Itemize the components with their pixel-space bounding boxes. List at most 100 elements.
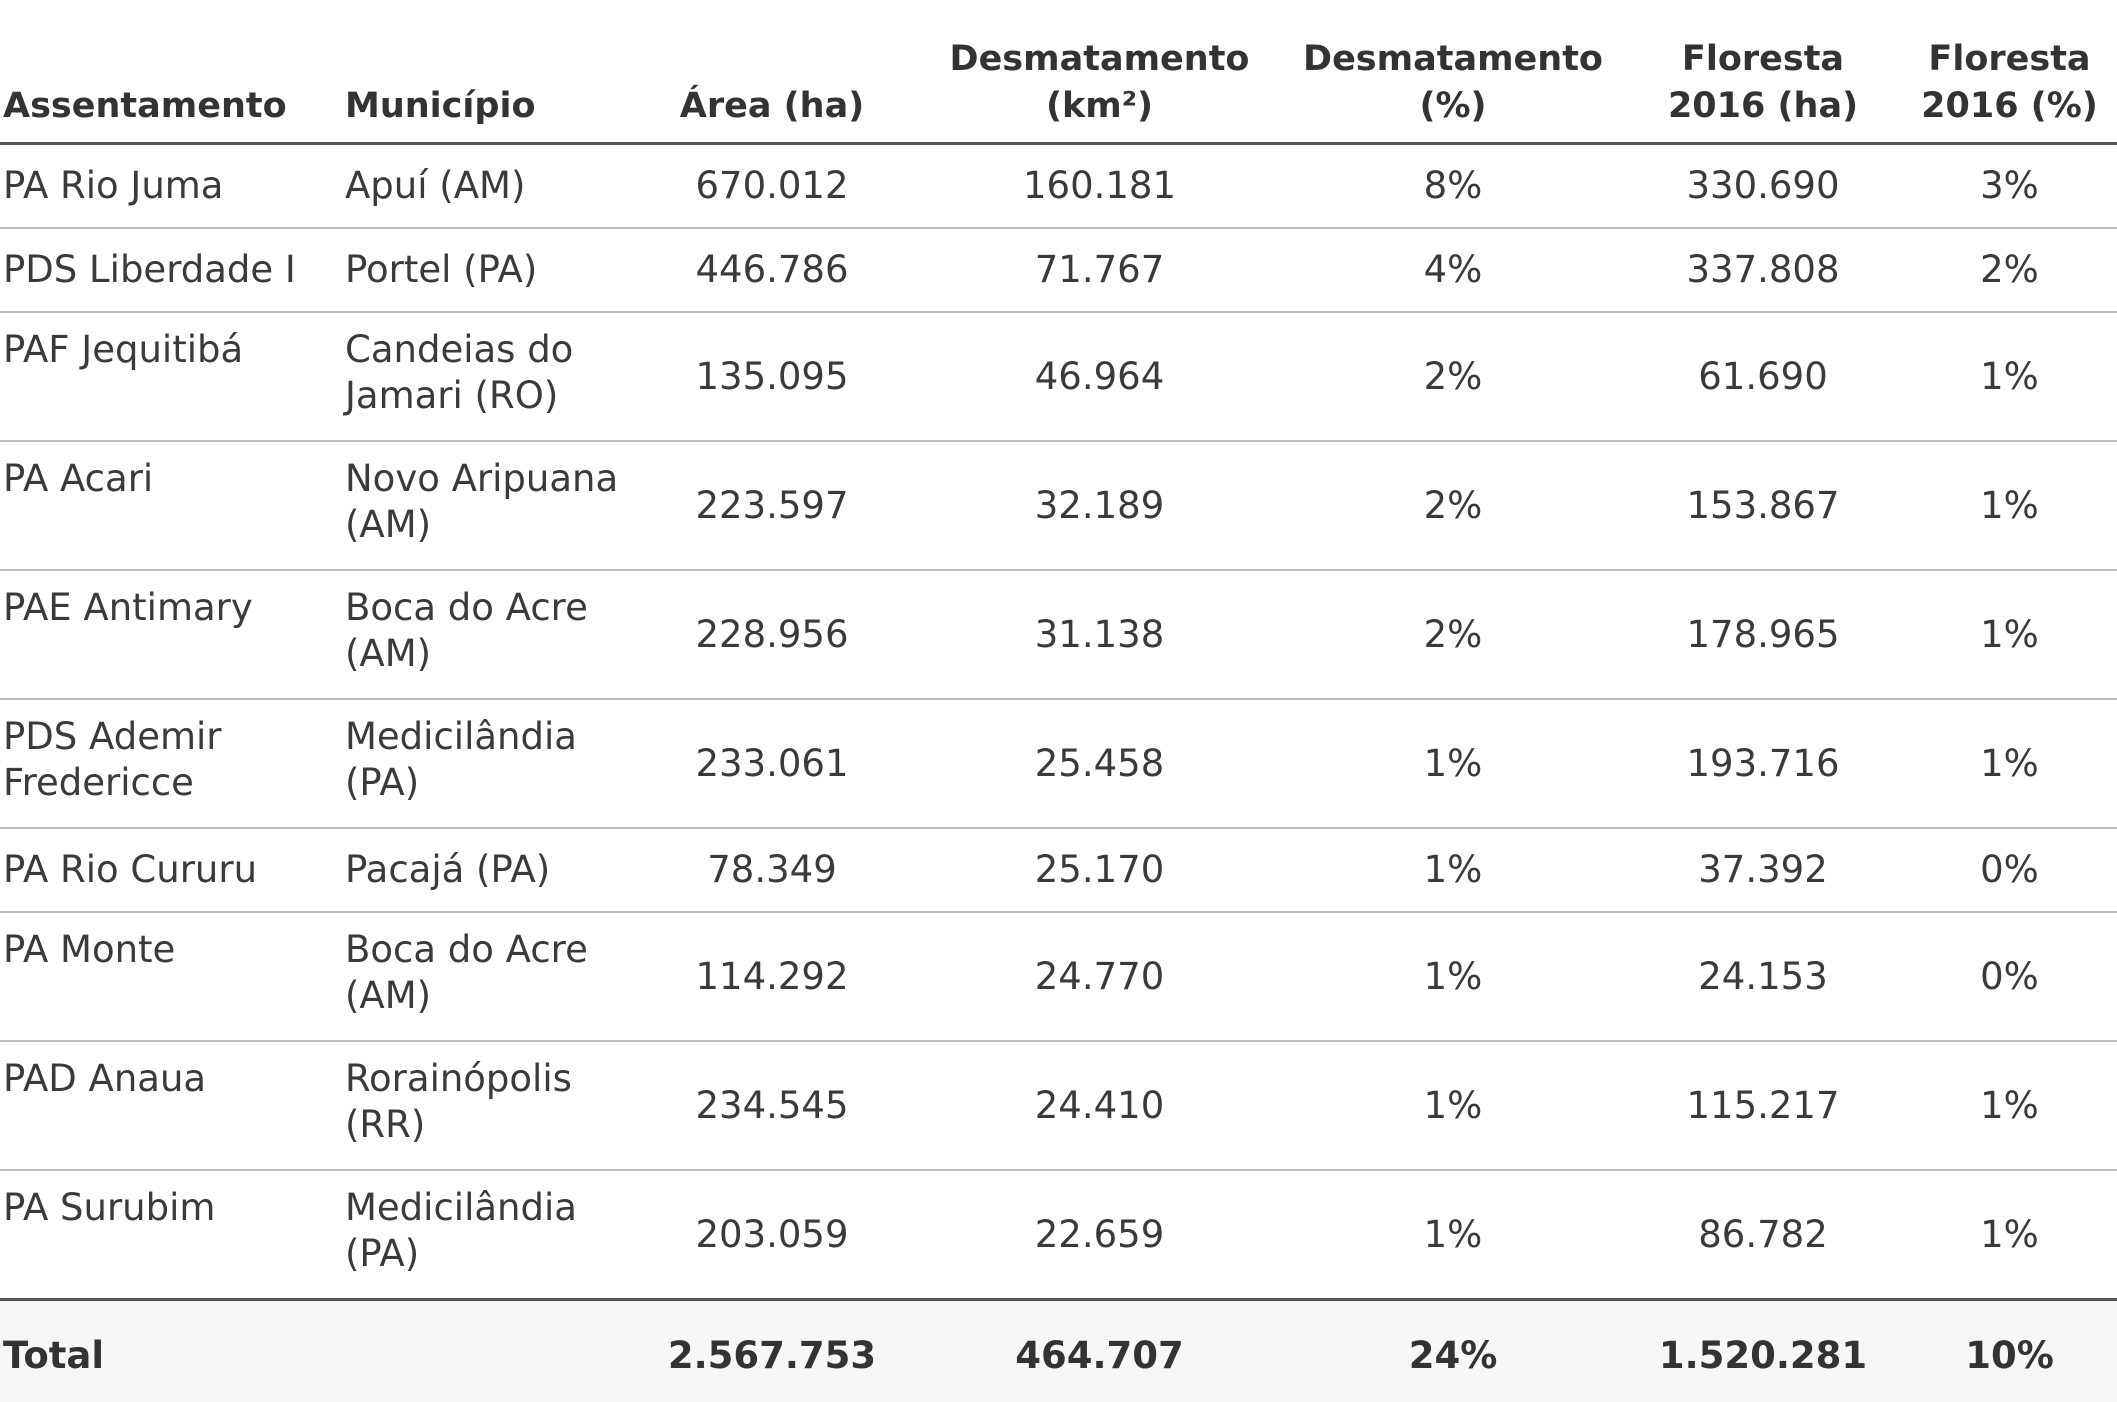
cell-municipio: Apuí (AM) [342,144,627,229]
cell-area: 203.059 [627,1170,917,1300]
cell-assentamento: PAF Jequitibá [0,312,342,441]
cell-municipio: Medicilândia (PA) [342,1170,627,1300]
table-row: PA Rio Juma Apuí (AM) 670.012 160.181 8%… [0,144,2117,229]
cell-municipio: Boca do Acre (AM) [342,912,627,1041]
table-body: PA Rio Juma Apuí (AM) 670.012 160.181 8%… [0,144,2117,1300]
cell-floresta-ha: 193.716 [1624,699,1902,828]
cell-area: 228.956 [627,570,917,699]
table-footer: Total 2.567.753 464.707 24% 1.520.281 10… [0,1300,2117,1402]
header-assentamento: Assentamento [0,0,342,144]
cell-desmatamento-pct: 8% [1282,144,1624,229]
cell-assentamento: PAD Anaua [0,1041,342,1170]
cell-floresta-ha: 61.690 [1624,312,1902,441]
cell-area: 234.545 [627,1041,917,1170]
header-desmatamento-pct-line1: Desmatamento [1303,39,1603,79]
table-row: PAF Jequitibá Candeias do Jamari (RO) 13… [0,312,2117,441]
cell-floresta-ha: 86.782 [1624,1170,1902,1300]
total-desmatamento-km2: 464.707 [917,1300,1282,1402]
header-floresta-pct-line1: Floresta [1928,39,2090,79]
cell-area: 78.349 [627,828,917,912]
table-row: PA Acari Novo Aripuana (AM) 223.597 32.1… [0,441,2117,570]
cell-desmatamento-km2: 24.770 [917,912,1282,1041]
cell-desmatamento-pct: 2% [1282,312,1624,441]
cell-assentamento: PAE Antimary [0,570,342,699]
cell-floresta-pct: 0% [1902,912,2117,1041]
header-floresta-pct: Floresta 2016 (%) [1902,0,2117,144]
cell-area: 114.292 [627,912,917,1041]
cell-floresta-pct: 0% [1902,828,2117,912]
cell-area: 223.597 [627,441,917,570]
cell-area: 135.095 [627,312,917,441]
header-area: Área (ha) [627,0,917,144]
table-row: PA Surubim Medicilândia (PA) 203.059 22.… [0,1170,2117,1300]
cell-desmatamento-km2: 31.138 [917,570,1282,699]
cell-desmatamento-pct: 1% [1282,1041,1624,1170]
cell-floresta-pct: 3% [1902,144,2117,229]
total-desmatamento-pct: 24% [1282,1300,1624,1402]
cell-desmatamento-km2: 160.181 [917,144,1282,229]
cell-desmatamento-km2: 25.170 [917,828,1282,912]
cell-municipio: Novo Aripuana (AM) [342,441,627,570]
cell-assentamento: PA Monte [0,912,342,1041]
cell-floresta-ha: 115.217 [1624,1041,1902,1170]
cell-floresta-pct: 1% [1902,570,2117,699]
cell-municipio: Rorainópolis (RR) [342,1041,627,1170]
cell-desmatamento-pct: 1% [1282,1170,1624,1300]
cell-floresta-ha: 178.965 [1624,570,1902,699]
cell-desmatamento-km2: 32.189 [917,441,1282,570]
cell-area: 670.012 [627,144,917,229]
total-floresta-pct: 10% [1902,1300,2117,1402]
header-floresta-pct-line2: 2016 (%) [1921,86,2098,126]
header-row: Assentamento Município Área (ha) Desmata… [0,0,2117,144]
cell-floresta-pct: 1% [1902,441,2117,570]
cell-assentamento: PDS Ademir Fredericce [0,699,342,828]
cell-area: 446.786 [627,228,917,312]
table-row: PA Rio Cururu Pacajá (PA) 78.349 25.170 … [0,828,2117,912]
cell-desmatamento-km2: 71.767 [917,228,1282,312]
cell-municipio: Candeias do Jamari (RO) [342,312,627,441]
cell-assentamento: PA Rio Juma [0,144,342,229]
header-desmatamento-km2-line2: (km²) [1046,86,1153,126]
cell-desmatamento-pct: 4% [1282,228,1624,312]
cell-floresta-ha: 330.690 [1624,144,1902,229]
table-row: PAE Antimary Boca do Acre (AM) 228.956 3… [0,570,2117,699]
total-label: Total [0,1300,342,1402]
cell-floresta-ha: 153.867 [1624,441,1902,570]
cell-floresta-ha: 24.153 [1624,912,1902,1041]
total-area: 2.567.753 [627,1300,917,1402]
cell-desmatamento-pct: 2% [1282,570,1624,699]
cell-desmatamento-pct: 1% [1282,828,1624,912]
header-desmatamento-pct-line2: (%) [1419,86,1486,126]
cell-assentamento: PA Surubim [0,1170,342,1300]
cell-area: 233.061 [627,699,917,828]
total-row: Total 2.567.753 464.707 24% 1.520.281 10… [0,1300,2117,1402]
cell-assentamento: PA Rio Cururu [0,828,342,912]
header-desmatamento-km2-line1: Desmatamento [950,39,1250,79]
cell-floresta-pct: 1% [1902,312,2117,441]
cell-municipio: Pacajá (PA) [342,828,627,912]
cell-floresta-pct: 1% [1902,1041,2117,1170]
total-municipio-empty [342,1300,627,1402]
cell-floresta-pct: 1% [1902,699,2117,828]
cell-floresta-pct: 1% [1902,1170,2117,1300]
header-floresta-ha-line1: Floresta [1682,39,1844,79]
cell-desmatamento-km2: 24.410 [917,1041,1282,1170]
table-row: PA Monte Boca do Acre (AM) 114.292 24.77… [0,912,2117,1041]
cell-desmatamento-pct: 1% [1282,699,1624,828]
cell-assentamento: PDS Liberdade I [0,228,342,312]
table-header: Assentamento Município Área (ha) Desmata… [0,0,2117,144]
cell-floresta-ha: 37.392 [1624,828,1902,912]
cell-desmatamento-pct: 2% [1282,441,1624,570]
cell-desmatamento-pct: 1% [1282,912,1624,1041]
table-row: PDS Liberdade I Portel (PA) 446.786 71.7… [0,228,2117,312]
cell-floresta-pct: 2% [1902,228,2117,312]
cell-floresta-ha: 337.808 [1624,228,1902,312]
cell-municipio: Medicilândia (PA) [342,699,627,828]
cell-municipio: Portel (PA) [342,228,627,312]
cell-desmatamento-km2: 22.659 [917,1170,1282,1300]
cell-desmatamento-km2: 46.964 [917,312,1282,441]
header-desmatamento-km2: Desmatamento (km²) [917,0,1282,144]
header-desmatamento-pct: Desmatamento (%) [1282,0,1624,144]
